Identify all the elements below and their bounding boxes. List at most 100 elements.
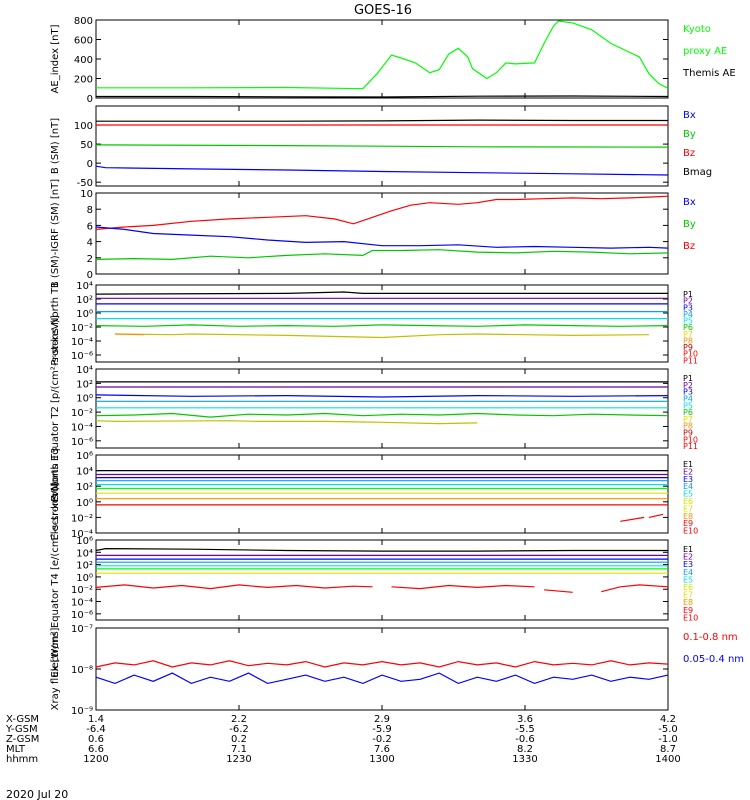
y-tick-label: 10⁻² (71, 408, 93, 419)
legend-label: E6 (683, 497, 693, 506)
legend-label: P3 (683, 388, 693, 397)
x-tick-value: -5.0 (658, 724, 678, 735)
y-tick-label: 10⁶ (76, 451, 93, 462)
y-tick-label: 10⁰ (76, 498, 93, 509)
series-line (601, 584, 669, 593)
series-line (620, 516, 645, 522)
y-tick-label: 10⁰ (76, 394, 93, 405)
legend-label: E3 (683, 560, 693, 569)
legend-label: E1 (683, 545, 693, 554)
y-axis-label: Protons North T1 (50, 281, 61, 365)
panel-b-sm: -50 0 50 100 B (SM) [nT] Bx By Bz Bmag (50, 105, 712, 189)
legend-label: P1 (683, 290, 693, 299)
legend-label: E5 (683, 575, 693, 584)
x-tick-value: -1.0 (658, 734, 678, 745)
legend-label: Bz (683, 148, 695, 159)
series-line (95, 660, 669, 668)
series-line (115, 333, 649, 339)
y-tick-label: 0 (87, 270, 93, 281)
legend-label: Bmag (683, 167, 712, 178)
legend-label: E3 (683, 475, 693, 484)
legend-label: P8 (683, 422, 693, 431)
legend-label: E7 (683, 504, 693, 513)
legend-label: Kyoto (683, 24, 711, 35)
legend-label: E8 (683, 512, 693, 521)
y-tick-label: 2 (87, 254, 93, 265)
panel-frame (95, 19, 669, 99)
series-line (95, 584, 373, 590)
y-tick-label: 50 (80, 140, 93, 151)
series-line (95, 672, 669, 685)
legend-label: E4 (683, 482, 693, 491)
y-axis-label: Electrons North T3 (50, 447, 61, 540)
legend-label: proxy AE (683, 46, 727, 57)
plot-title: GOES-16 (354, 3, 412, 18)
x-tick-value: 1200 (83, 754, 108, 765)
legend-label: P4 (683, 394, 693, 403)
y-tick-label: 10⁴ (76, 365, 93, 376)
panel-frame (95, 284, 669, 363)
date-label: 2020 Jul 20 (6, 788, 68, 800)
x-tick-value: -0.6 (515, 734, 535, 745)
y-tick-label: 800 (74, 16, 93, 27)
y-tick-label: 10⁻⁶ (71, 351, 93, 362)
x-tick-value: 8.2 (517, 744, 533, 755)
series-line (96, 95, 669, 98)
series-line (95, 195, 669, 230)
y-tick-label: 100 (74, 121, 93, 132)
y-tick-label: 10⁻⁴ (71, 337, 93, 348)
x-tick-value: 1400 (655, 754, 680, 765)
series-line (115, 333, 144, 336)
y-tick-label: 400 (74, 55, 93, 66)
series-line (96, 119, 668, 122)
x-tick-value: -5.9 (372, 724, 392, 735)
panel-frame (95, 368, 669, 449)
series-line (95, 144, 669, 148)
panel-ae: 0 200 400 600 800 AE_index [nT] Kyoto proxy AE T… (50, 16, 736, 105)
x-row-label: MLT (6, 744, 26, 755)
legend-label: P6 (683, 323, 693, 332)
y-tick-label: 6 (87, 221, 93, 232)
legend-label: P8 (683, 336, 693, 345)
legend-label: P3 (683, 303, 693, 312)
legend-label: P7 (683, 330, 693, 339)
y-axis-label: Protons Equator T2 [p/(cm²-s-sr-keV)] (50, 315, 61, 502)
x-tick-value: 6.6 (88, 744, 104, 755)
legend-label: E8 (683, 598, 693, 607)
series-line (95, 420, 478, 425)
y-tick-label: 10² (76, 482, 93, 493)
legend-label: By (683, 219, 696, 230)
legend-label: E1 (683, 460, 693, 469)
y-axis-label: Xray flux [W/m²] (50, 628, 61, 711)
y-tick-label: 10⁶ (76, 536, 93, 547)
legend-label: P9 (683, 343, 693, 352)
series-line (95, 249, 669, 261)
x-tick-value: -0.2 (372, 734, 392, 745)
series-line (391, 584, 535, 590)
legend-label: P2 (683, 381, 693, 390)
panel-protons-equator: 10⁻⁶ 10⁻⁴ 10⁻² 10⁰ 10² 10⁴ Protons Equator T2 … (50, 315, 698, 502)
y-tick-label: 10⁻² (71, 585, 93, 596)
y-tick-label: 10⁻² (71, 323, 93, 334)
x-tick-value: 7.1 (231, 744, 247, 755)
x-row-label: Y-GSM (5, 724, 38, 735)
legend-label: P7 (683, 415, 693, 424)
y-tick-label: 10² (76, 295, 93, 306)
legend-label: Bx (683, 197, 696, 208)
y-tick-label: 10⁴ (76, 281, 93, 292)
series-line (544, 589, 573, 593)
y-tick-label: 10⁴ (76, 467, 93, 478)
series-line (95, 324, 669, 327)
y-tick-label: 10⁻⁸ (71, 665, 93, 676)
y-tick-label: 200 (74, 75, 93, 86)
legend-label: E2 (683, 467, 693, 476)
series-line (95, 547, 668, 552)
legend-label: 0.1-0.8 nm (683, 632, 738, 643)
y-axis-label: AE_index [nT] (50, 24, 61, 93)
series-line (95, 165, 669, 176)
legend-label: E9 (683, 519, 693, 528)
